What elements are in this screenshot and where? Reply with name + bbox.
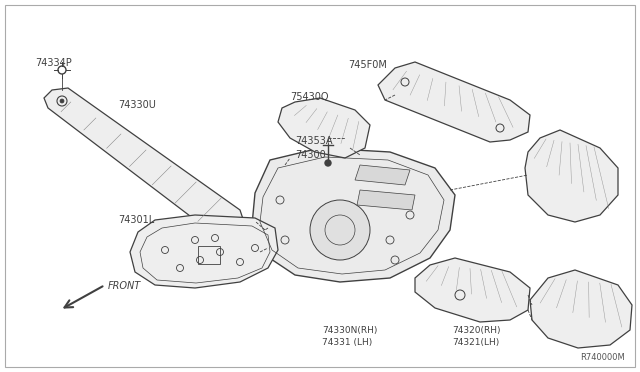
Polygon shape xyxy=(525,130,618,222)
Polygon shape xyxy=(355,165,410,185)
Text: 74300: 74300 xyxy=(295,150,326,160)
Text: 745F0M: 745F0M xyxy=(348,60,387,70)
Text: 74330U: 74330U xyxy=(118,100,156,110)
Text: 74320(RH): 74320(RH) xyxy=(452,326,500,335)
Circle shape xyxy=(60,99,64,103)
Text: 74353A: 74353A xyxy=(295,136,333,146)
Text: R740000M: R740000M xyxy=(580,353,625,362)
Circle shape xyxy=(310,200,370,260)
Polygon shape xyxy=(357,190,415,210)
Polygon shape xyxy=(278,98,370,158)
Polygon shape xyxy=(378,62,530,142)
Polygon shape xyxy=(252,148,455,282)
Circle shape xyxy=(325,160,331,166)
Text: 74334P: 74334P xyxy=(35,58,72,68)
Polygon shape xyxy=(415,258,530,322)
Polygon shape xyxy=(44,88,245,235)
Text: 74301L: 74301L xyxy=(118,215,154,225)
Text: 74331 (LH): 74331 (LH) xyxy=(322,338,372,347)
Text: FRONT: FRONT xyxy=(108,281,141,291)
Polygon shape xyxy=(530,270,632,348)
Text: 74321(LH): 74321(LH) xyxy=(452,338,499,347)
Text: 74330N(RH): 74330N(RH) xyxy=(322,326,378,335)
Text: 75430Q: 75430Q xyxy=(290,92,328,102)
Polygon shape xyxy=(130,215,278,288)
